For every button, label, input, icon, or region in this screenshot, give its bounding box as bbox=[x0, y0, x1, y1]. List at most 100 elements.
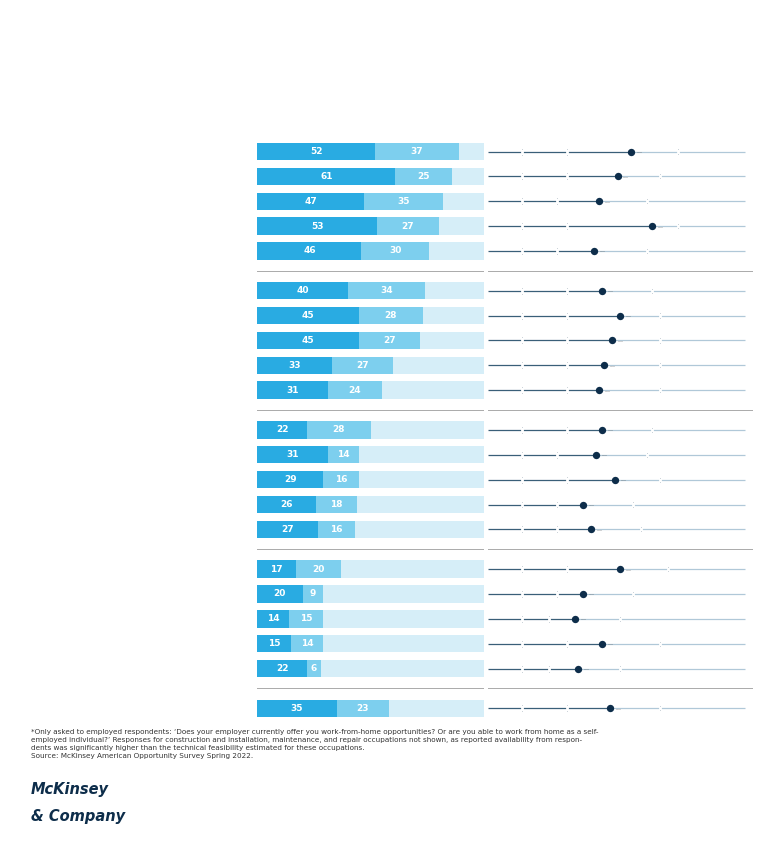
Point bbox=[593, 384, 605, 397]
Bar bbox=[257, 242, 484, 260]
Bar bbox=[257, 282, 484, 299]
Text: 15: 15 bbox=[300, 615, 313, 623]
Text: 18: 18 bbox=[330, 500, 343, 509]
Point bbox=[614, 309, 626, 322]
Point bbox=[571, 662, 584, 675]
Bar bbox=[257, 496, 484, 513]
Point bbox=[588, 244, 600, 258]
Bar bbox=[257, 332, 359, 349]
Text: 52: 52 bbox=[310, 147, 323, 156]
Text: ...: ... bbox=[623, 174, 629, 179]
Bar bbox=[319, 521, 355, 538]
Text: McKinsey: McKinsey bbox=[31, 781, 109, 797]
Text: ...: ... bbox=[596, 527, 602, 532]
Text: ...: ... bbox=[601, 453, 607, 457]
Text: 9: 9 bbox=[310, 589, 316, 599]
Bar bbox=[257, 192, 484, 210]
Bar bbox=[323, 471, 359, 488]
Text: 23: 23 bbox=[356, 704, 369, 713]
Text: ...: ... bbox=[625, 566, 631, 572]
Text: 27: 27 bbox=[402, 222, 414, 231]
Bar bbox=[375, 142, 459, 160]
Text: ...: ... bbox=[610, 362, 616, 368]
Bar bbox=[359, 332, 420, 349]
Bar bbox=[257, 422, 484, 438]
Text: 46: 46 bbox=[303, 246, 316, 255]
Bar bbox=[257, 610, 484, 627]
Bar bbox=[359, 307, 422, 325]
Point bbox=[593, 195, 605, 208]
Bar bbox=[257, 142, 375, 160]
Bar bbox=[303, 585, 323, 603]
Text: ...: ... bbox=[657, 223, 664, 228]
Point bbox=[595, 284, 607, 298]
Point bbox=[595, 423, 607, 437]
Text: ...: ... bbox=[604, 199, 611, 204]
Text: 6: 6 bbox=[311, 664, 317, 673]
Bar bbox=[257, 635, 484, 652]
Bar bbox=[327, 446, 359, 464]
Text: 28: 28 bbox=[385, 311, 397, 320]
Bar bbox=[257, 585, 484, 603]
Bar bbox=[257, 382, 327, 399]
Text: 61: 61 bbox=[320, 172, 333, 181]
Point bbox=[624, 145, 637, 158]
Text: 26: 26 bbox=[280, 500, 293, 509]
Point bbox=[606, 334, 618, 347]
Text: 20: 20 bbox=[273, 589, 286, 599]
Bar bbox=[257, 700, 336, 717]
Bar bbox=[316, 496, 357, 513]
Bar bbox=[327, 382, 382, 399]
Text: ...: ... bbox=[583, 666, 589, 671]
Bar bbox=[257, 192, 364, 210]
Text: & Company: & Company bbox=[31, 809, 125, 824]
Bar bbox=[257, 422, 307, 438]
Bar bbox=[257, 446, 327, 464]
Bar bbox=[257, 635, 291, 652]
Text: ...: ... bbox=[607, 288, 613, 293]
Bar bbox=[257, 610, 289, 627]
Point bbox=[646, 219, 658, 233]
Point bbox=[604, 701, 616, 715]
Bar bbox=[336, 700, 389, 717]
Text: ...: ... bbox=[604, 388, 611, 393]
Bar bbox=[257, 585, 303, 603]
Text: *Only asked to employed respondents: ‘Does your employer currently offer you wor: *Only asked to employed respondents: ‘Do… bbox=[31, 729, 598, 760]
Text: ...: ... bbox=[599, 249, 605, 254]
Text: 37: 37 bbox=[411, 147, 423, 156]
Text: ...: ... bbox=[607, 642, 613, 647]
Text: 14: 14 bbox=[337, 450, 349, 459]
Text: 17: 17 bbox=[270, 565, 283, 573]
Text: 29: 29 bbox=[284, 475, 296, 484]
Text: 33: 33 bbox=[289, 361, 301, 370]
Bar bbox=[307, 422, 371, 438]
Text: 16: 16 bbox=[335, 475, 347, 484]
Bar bbox=[257, 521, 484, 538]
Text: 34: 34 bbox=[380, 287, 392, 295]
Text: 35: 35 bbox=[397, 196, 409, 206]
Text: ...: ... bbox=[588, 502, 594, 507]
Text: ...: ... bbox=[607, 427, 613, 432]
Bar bbox=[257, 561, 296, 577]
Bar bbox=[257, 242, 362, 260]
Bar bbox=[362, 242, 429, 260]
Point bbox=[577, 497, 589, 511]
Text: 45: 45 bbox=[302, 336, 315, 345]
Text: 14: 14 bbox=[301, 639, 313, 648]
Text: 35: 35 bbox=[290, 704, 303, 713]
Bar bbox=[257, 357, 484, 374]
Bar bbox=[257, 357, 332, 374]
Bar bbox=[257, 217, 484, 235]
Bar bbox=[257, 142, 484, 160]
Bar bbox=[257, 307, 484, 325]
Text: ...: ... bbox=[581, 616, 587, 621]
Bar bbox=[377, 217, 439, 235]
Point bbox=[585, 523, 598, 536]
Point bbox=[614, 562, 626, 576]
Text: 40: 40 bbox=[296, 287, 309, 295]
Text: 15: 15 bbox=[268, 639, 280, 648]
Text: 28: 28 bbox=[333, 426, 345, 434]
Bar bbox=[348, 282, 425, 299]
Bar bbox=[307, 660, 321, 677]
Text: 27: 27 bbox=[383, 336, 396, 345]
